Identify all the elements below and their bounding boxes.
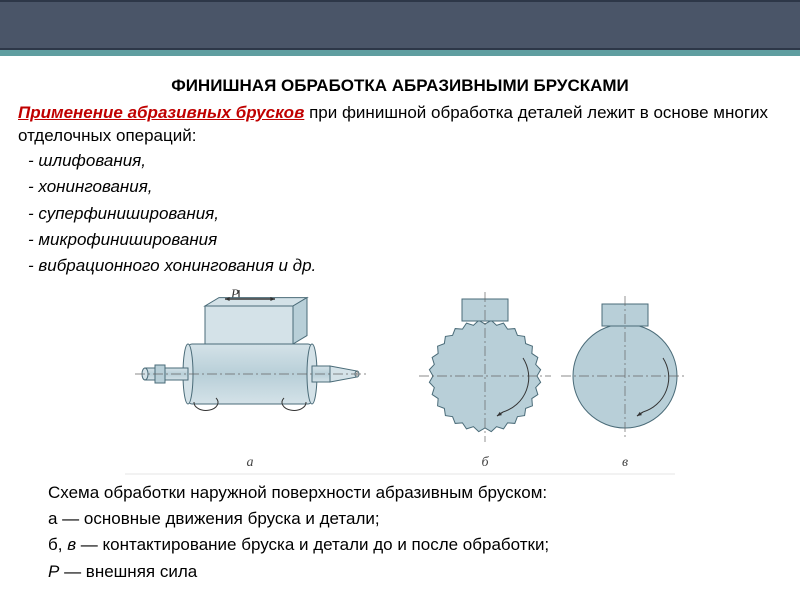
svg-text:в: в xyxy=(622,455,628,470)
list-item: - микрофиниширования xyxy=(28,227,782,253)
svg-text:а: а xyxy=(247,455,254,470)
intro-highlight: Применение абразивных брусков xyxy=(18,103,304,122)
list-item: - суперфиниширования, xyxy=(28,201,782,227)
list-item: - шлифования, xyxy=(28,148,782,174)
caption-line: Схема обработки наружной поверхности абр… xyxy=(48,480,782,506)
intro-paragraph: Применение абразивных брусков при финишн… xyxy=(18,102,782,148)
operations-list: - шлифования, - хонингования, - суперфин… xyxy=(18,148,782,280)
list-item: - хонингования, xyxy=(28,174,782,200)
caption-line: а — основные движения бруска и детали; xyxy=(48,506,782,532)
caption-line: б, в — контактирование бруска и детали д… xyxy=(48,532,782,558)
technical-diagram: Pабв xyxy=(115,288,685,478)
caption-line: Р — внешняя сила xyxy=(48,559,782,585)
svg-text:б: б xyxy=(481,455,489,470)
slide-content: ФИНИШНАЯ ОБРАБОТКА АБРАЗИВНЫМИ БРУСКАМИ … xyxy=(0,56,800,595)
slide-title: ФИНИШНАЯ ОБРАБОТКА АБРАЗИВНЫМИ БРУСКАМИ xyxy=(18,76,782,96)
figure-caption: Схема обработки наружной поверхности абр… xyxy=(18,480,782,585)
list-item: - вибрационного хонингования и др. xyxy=(28,253,782,279)
diagram-container: Pабв xyxy=(18,288,782,478)
header-bar xyxy=(0,0,800,50)
